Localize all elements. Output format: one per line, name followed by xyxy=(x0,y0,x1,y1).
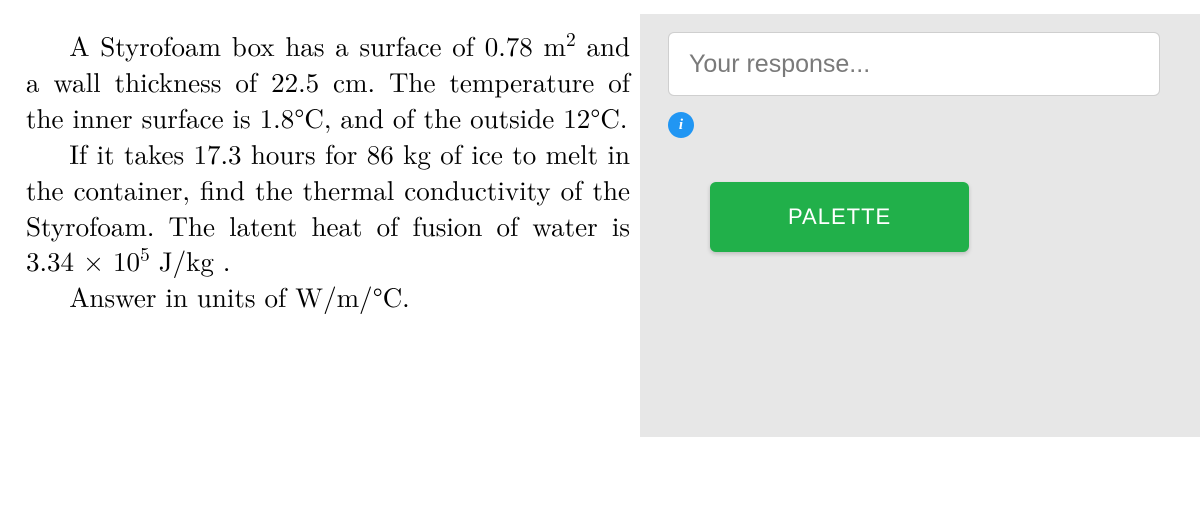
degree-symbol: ° xyxy=(294,98,304,136)
q-text: If it takes 17.3 hours for 86 kg of ice … xyxy=(26,134,630,280)
q-text: J/kg . xyxy=(150,241,231,279)
palette-button[interactable]: PALETTE xyxy=(710,182,969,252)
question-paragraph-1: A Styrofoam box has a surface of 0.78 m2… xyxy=(26,28,630,136)
response-panel: i PALETTE xyxy=(640,14,1200,437)
q-text: Answer in units of W/m/ xyxy=(69,277,372,315)
degree-symbol: ° xyxy=(373,277,383,315)
q-text: C. xyxy=(383,277,410,315)
q-text: C, and of the outside 12 xyxy=(304,98,590,136)
question-paragraph-3: Answer in units of W/m/°C. xyxy=(26,279,630,315)
question-panel: A Styrofoam box has a surface of 0.78 m2… xyxy=(0,0,640,517)
q-exp: 2 xyxy=(566,24,576,52)
question-paragraph-2: If it takes 17.3 hours for 86 kg of ice … xyxy=(26,136,630,280)
question-text: A Styrofoam box has a surface of 0.78 m2… xyxy=(26,28,630,315)
q-text: A Styrofoam box has a surface of 0.78 m xyxy=(69,26,566,64)
info-row: i xyxy=(668,112,1160,138)
palette-row: PALETTE xyxy=(668,182,1160,252)
info-icon[interactable]: i xyxy=(668,112,694,138)
degree-symbol: ° xyxy=(590,98,600,136)
response-input[interactable] xyxy=(668,32,1160,96)
q-exp: 5 xyxy=(140,239,150,267)
q-text: C. xyxy=(600,98,627,136)
